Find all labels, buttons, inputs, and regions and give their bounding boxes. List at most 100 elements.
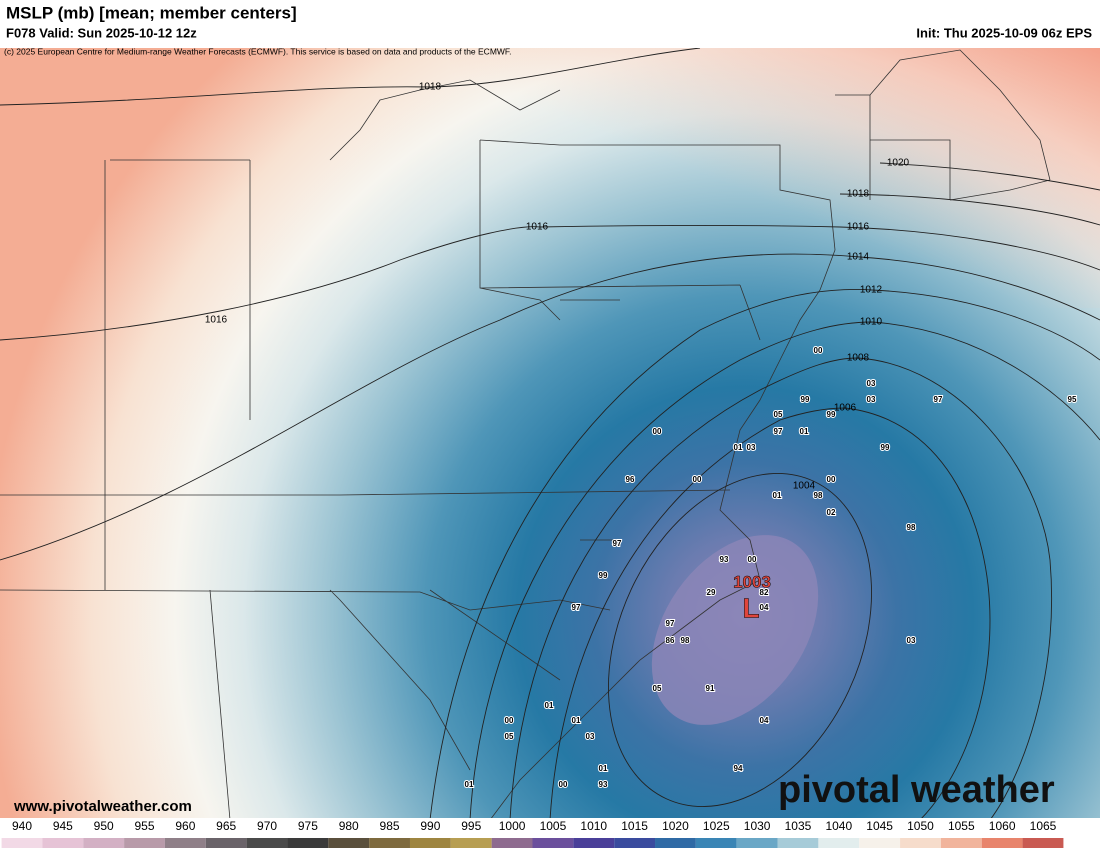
- member-center: 97: [934, 395, 943, 404]
- member-center: 93: [720, 555, 729, 564]
- member-center: 03: [907, 636, 916, 645]
- colorbar-swatch: [532, 838, 574, 848]
- isobar-label: 1016: [526, 222, 549, 233]
- colorbar-swatch: [409, 838, 451, 848]
- member-center: 82: [760, 588, 769, 597]
- member-center: 01: [773, 491, 782, 500]
- isobar-label: 1016: [847, 222, 870, 233]
- member-center: 02: [827, 508, 836, 517]
- colorbar-swatch: [777, 838, 819, 848]
- member-center: 01: [545, 701, 554, 710]
- colorbar-label: 945: [53, 819, 73, 833]
- isobars: [0, 47, 1100, 821]
- colorbar-swatch: [940, 838, 982, 848]
- colorbar-label: 950: [94, 819, 114, 833]
- title: MSLP (mb) [mean; member centers]: [6, 3, 297, 22]
- colorbar-label: 970: [257, 819, 277, 833]
- colorbar-swatch: [573, 838, 615, 848]
- member-center: 03: [867, 379, 876, 388]
- colorbar-swatch: [655, 838, 696, 848]
- colorbar-label: 1035: [785, 819, 812, 833]
- header-bg: [0, 0, 1100, 48]
- low-core: [651, 535, 819, 725]
- colorbar-label: 965: [216, 819, 236, 833]
- member-center: 00: [653, 427, 662, 436]
- low-symbol: L: [742, 592, 759, 623]
- colorbar-swatch: [164, 838, 206, 848]
- colorbar-swatch: [859, 838, 901, 848]
- member-center: 00: [505, 716, 514, 725]
- member-center: 99: [827, 410, 836, 419]
- warm-shading: [450, 48, 1100, 308]
- init-time: Init: Thu 2025-10-09 06z EPS: [916, 25, 1092, 40]
- colorbar-swatch: [491, 838, 533, 848]
- valid-time: F078 Valid: Sun 2025-10-12 12z: [6, 25, 197, 40]
- colorbar-swatch: [287, 838, 329, 848]
- member-center: 03: [867, 395, 876, 404]
- colorbar-swatch: [614, 838, 656, 848]
- member-center: 00: [814, 346, 823, 355]
- member-center: 93: [599, 780, 608, 789]
- colorbar-label: 955: [135, 819, 155, 833]
- colorbar-swatch: [818, 838, 860, 848]
- member-center: 86: [666, 636, 675, 645]
- state-borders: [0, 49, 1051, 821]
- isobar-label: 1014: [847, 252, 870, 263]
- colorbar-swatch: [981, 838, 1023, 848]
- colorbar-swatch: [1022, 838, 1064, 848]
- colorbar-label: 1010: [580, 819, 607, 833]
- colorbar-label: 1045: [866, 819, 893, 833]
- member-center: 99: [599, 571, 608, 580]
- colorbar-label: 980: [339, 819, 359, 833]
- member-center: 97: [613, 539, 622, 548]
- member-center: 29: [707, 588, 716, 597]
- colorbar-label: 1040: [825, 819, 852, 833]
- member-center: 05: [774, 410, 783, 419]
- copyright: (c) 2025 European Centre for Medium-rang…: [4, 46, 512, 56]
- colorbar-swatch: [900, 838, 941, 848]
- member-center: 01: [599, 764, 608, 773]
- isobar-label: 1012: [860, 285, 883, 296]
- member-center: 00: [827, 475, 836, 484]
- isobar-label: 1018: [419, 82, 442, 93]
- member-center: 98: [907, 523, 916, 532]
- member-center: 05: [653, 684, 662, 693]
- colorbar-label: 1030: [744, 819, 771, 833]
- colorbar-swatch: [695, 838, 737, 848]
- isobar-label: 1018: [847, 189, 870, 200]
- colorbar-swatch: [736, 838, 778, 848]
- member-center: 97: [572, 603, 581, 612]
- member-center: 00: [748, 555, 757, 564]
- colorbar-label: 1055: [948, 819, 975, 833]
- member-center: 91: [706, 684, 715, 693]
- colorbar-swatch: [124, 838, 165, 848]
- colorbar-swatch: [1, 838, 43, 848]
- isobar-label: 1020: [887, 158, 910, 169]
- member-center: 96: [626, 475, 635, 484]
- colorbar-swatch: [328, 838, 370, 848]
- member-center: 98: [681, 636, 690, 645]
- isobar-label: 1016: [205, 315, 228, 326]
- member-center: 00: [559, 780, 568, 789]
- member-center: 03: [747, 443, 756, 452]
- colorbar-label: 990: [420, 819, 440, 833]
- colorbar-label: 1015: [621, 819, 648, 833]
- colorbar-label: 1000: [499, 819, 526, 833]
- isobar-label: 1008: [847, 353, 870, 364]
- colorbar-label: 1050: [907, 819, 934, 833]
- watermark-logo: pivotal weather: [778, 769, 1055, 811]
- colorbar-label: 995: [461, 819, 481, 833]
- member-center: 05: [505, 732, 514, 741]
- member-center: 99: [801, 395, 810, 404]
- member-center: 01: [734, 443, 743, 452]
- colorbar-label: 960: [175, 819, 195, 833]
- colorbar-swatch: [369, 838, 410, 848]
- isobar-label: 1010: [860, 317, 883, 328]
- colorbar-swatch: [83, 838, 125, 848]
- member-center: 04: [760, 716, 769, 725]
- member-center: 95: [1068, 395, 1077, 404]
- member-center: 00: [693, 475, 702, 484]
- member-center: 94: [734, 764, 743, 773]
- colorbar-swatch: [246, 838, 288, 848]
